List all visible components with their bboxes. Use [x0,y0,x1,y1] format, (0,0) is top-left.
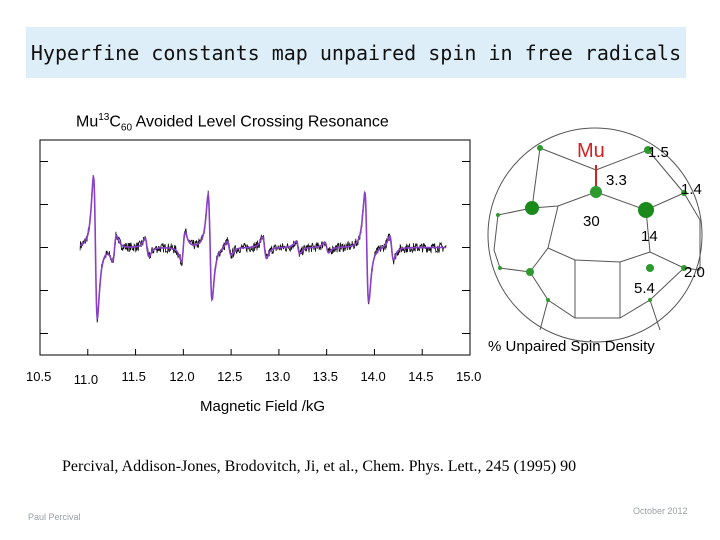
spin-value-1-4: 1.4 [681,181,702,198]
x-tick-label: 15.0 [456,369,482,384]
x-tick-label: 10.5 [26,369,52,384]
atom-node [546,298,550,302]
chart-title-post: Avoided Level Crossing Resonance [132,113,389,131]
spin-value-30: 30 [583,213,600,230]
x-tick-label: 11.5 [121,369,146,384]
x-tick-label: 14.0 [360,369,386,384]
cage-edge [499,205,559,273]
spin-value-2-0: 2.0 [684,264,705,281]
x-tick-label: 13.5 [312,369,338,384]
spin-value-3-3: 3.3 [606,172,627,189]
author-footer: Paul Percival [28,512,81,522]
x-tick-label: 13.0 [264,369,291,384]
x-tick-label: 12.5 [217,369,243,384]
cage-edge [647,149,685,194]
atom-node [590,186,602,198]
atom-node [646,264,654,272]
chart-title-mid: C [109,113,121,131]
citation: Percival, Addison-Jones, Brodovitch, Ji,… [62,458,577,475]
atom-node [496,213,500,217]
x-axis-label: Magnetic Field /kG [200,398,326,415]
cage-edge [547,247,651,263]
chart-title-sup: 13 [98,112,110,123]
spin-value-14: 14 [641,228,658,245]
series-layer [79,175,447,323]
cage-edge [645,209,701,271]
atom-node [681,265,687,271]
chart-title-pre: Mu [76,113,99,131]
x-tick-label: 12.0 [169,369,195,384]
slide-title-bar: Hyperfine constants map unpaired spin in… [26,27,686,78]
spin-value-5-4: 5.4 [634,280,655,297]
slide-title: Hyperfine constants map unpaired spin in… [30,40,682,65]
atom-node [644,146,652,154]
atom-node [537,145,543,151]
atom-node [498,266,502,270]
atom-node [525,201,539,215]
cage-edge [539,299,549,331]
x-tick-label: 11.0 [73,372,99,387]
fullerene-outline [487,127,703,343]
atom-node [526,268,534,276]
x-tick-label: 14.5 [408,369,434,384]
chart-title-sub: 60 [120,122,133,134]
mu-label: Mu [577,140,605,162]
spin-density-caption: % Unpaired Spin Density [488,338,655,355]
cage-edge [493,207,533,269]
series-fit-line [79,176,447,321]
cage-edge [531,147,541,209]
spin-value-1-5: 1.5 [648,144,669,161]
cage-edge [683,192,701,270]
atom-node [681,190,687,196]
cage-edge [649,299,661,331]
cage-edge [529,267,685,319]
y-ticks [40,161,470,334]
x-ticks [39,349,471,355]
chart-title: Mu13C60 Avoided Level Crossing Resonance [76,112,389,134]
atom-node [648,298,652,302]
atom-node [638,202,654,218]
date-footer: October 2012 [633,506,688,516]
cage-edge [531,170,597,209]
